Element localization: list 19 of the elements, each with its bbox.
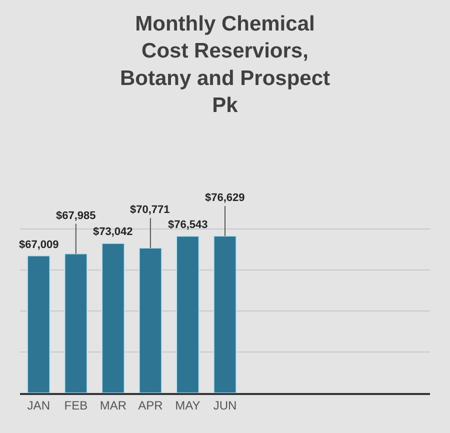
data-label: $67,009 — [19, 239, 59, 251]
chart-title: Monthly Chemical Cost Reserviors, Botany and Prospect Pk — [120, 12, 330, 118]
bar — [138, 248, 162, 393]
data-label: $76,543 — [168, 219, 208, 231]
data-label: $76,629 — [205, 192, 245, 204]
bar — [213, 236, 237, 393]
data-label: $73,042 — [93, 226, 133, 238]
x-tick-label: JAN — [27, 398, 50, 412]
x-tick-label: FEB — [64, 398, 88, 412]
bar — [102, 242, 125, 393]
bar — [26, 255, 50, 393]
x-tick-label: MAR — [100, 398, 127, 412]
x-tick-label: JUN — [213, 398, 237, 412]
data-label: $70,771 — [130, 204, 170, 216]
bar — [64, 253, 88, 393]
data-label: $67,985 — [56, 210, 96, 222]
bar — [176, 236, 200, 393]
x-tick-label: APR — [138, 398, 164, 412]
x-tick-label: MAY — [175, 398, 200, 412]
